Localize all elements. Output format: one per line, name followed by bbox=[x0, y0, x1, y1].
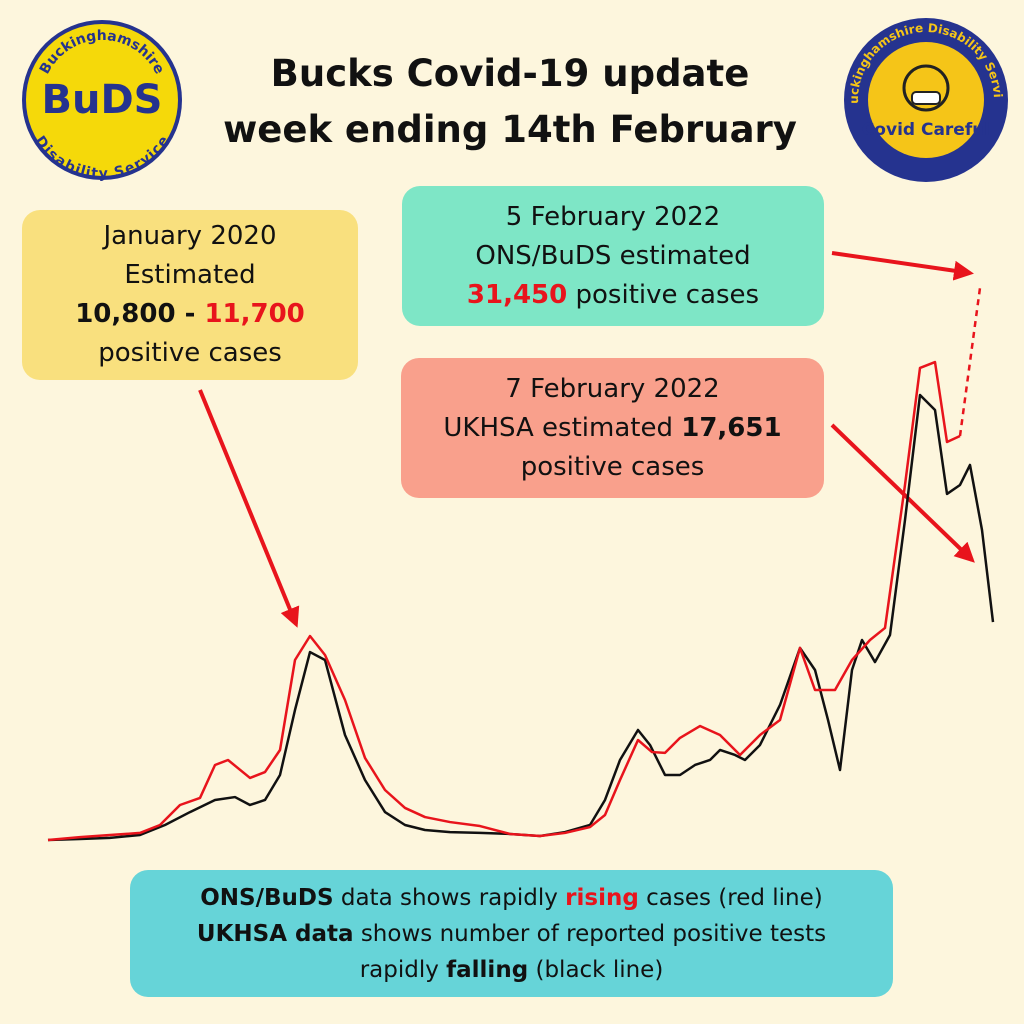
footer-box: ONS/BuDS data shows rapidly rising cases… bbox=[130, 870, 893, 997]
callout: January 2020 Estimated 10,800 - 11,700 p… bbox=[22, 210, 358, 380]
projected-segment bbox=[958, 287, 982, 437]
footer-text: shows number of reported positive tests bbox=[353, 920, 827, 947]
callout-text: positive cases bbox=[520, 451, 705, 482]
callout-text: January 2020 bbox=[103, 221, 277, 251]
footer-text: cases (red line) bbox=[638, 884, 823, 911]
callout-text: Estimated bbox=[124, 260, 256, 290]
callout-text: positive cases bbox=[98, 338, 282, 368]
callout-text: 5 February 2022 bbox=[505, 201, 721, 232]
footer-text: falling bbox=[446, 956, 529, 983]
footer-line: ONS/BuDS data shows rapidly rising cases… bbox=[130, 880, 893, 916]
footer-text: (black line) bbox=[528, 956, 664, 983]
callout-text: 11,700 bbox=[204, 299, 305, 329]
callout-text: 31,450 bbox=[466, 279, 568, 310]
arrow bbox=[198, 389, 300, 628]
footer-text: data shows rapidly bbox=[333, 884, 566, 911]
callout-line: UKHSA estimated 17,651 bbox=[401, 409, 824, 448]
callout-text: UKHSA estimated bbox=[443, 412, 682, 443]
callout-text: 17,651 bbox=[681, 412, 782, 443]
callout-text: 7 February 2022 bbox=[505, 373, 720, 404]
footer-text: rising bbox=[565, 884, 639, 911]
title: Bucks Covid-19 update bbox=[270, 52, 750, 95]
footer-line: rapidly falling (black line) bbox=[130, 952, 893, 988]
footer-text: ONS/BuDS bbox=[200, 884, 334, 911]
buds-logo: Buckinghamshire BuDS Disability Service bbox=[22, 20, 182, 182]
callout-text: 10,800 - bbox=[75, 299, 205, 329]
footer-line: UKHSA data shows number of reported posi… bbox=[130, 916, 893, 952]
callout-line: 10,800 - 11,700 bbox=[22, 295, 358, 334]
logo-text: Covid Careful bbox=[862, 120, 990, 140]
callout-line: 31,450 positive cases bbox=[402, 276, 824, 315]
data-line bbox=[47, 393, 995, 842]
logo-text: BuDS bbox=[42, 77, 163, 123]
arrow bbox=[830, 423, 975, 563]
data-line bbox=[47, 360, 961, 842]
callout-text: positive cases bbox=[567, 279, 760, 310]
callout: 7 February 2022 UKHSA estimated 17,651 p… bbox=[401, 358, 824, 498]
title: week ending 14th February bbox=[223, 108, 797, 151]
callout-text: ONS/BuDS estimated bbox=[475, 240, 751, 271]
footer-text: rapidly bbox=[359, 956, 447, 983]
footer-text: UKHSA data bbox=[196, 920, 354, 947]
callout: 5 February 2022 ONS/BuDS estimated 31,45… bbox=[402, 186, 824, 326]
arrow bbox=[831, 251, 974, 281]
